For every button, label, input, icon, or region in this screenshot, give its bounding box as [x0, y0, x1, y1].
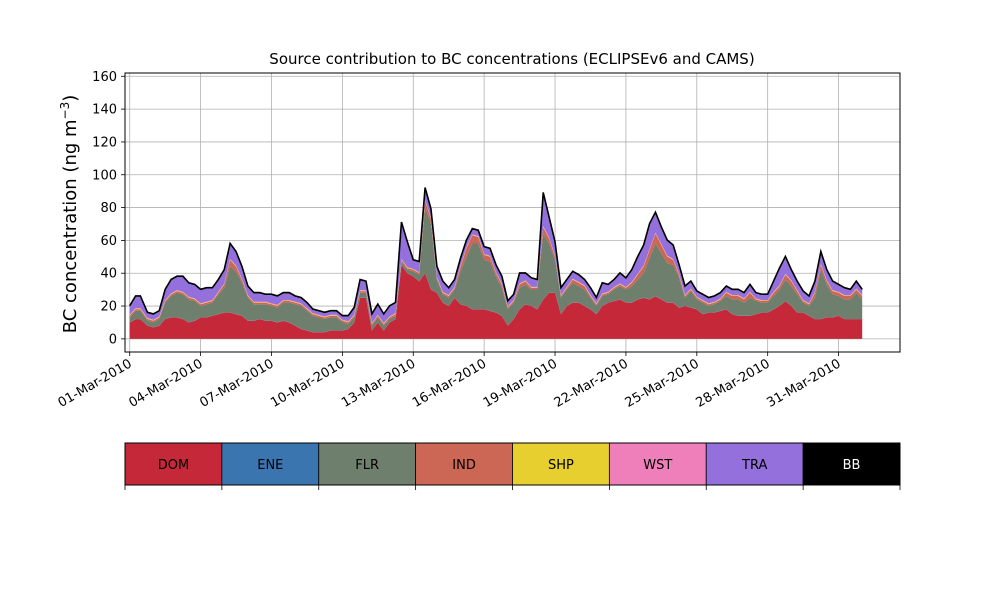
y-tick-label: 100 [92, 168, 117, 183]
y-tick-label: 80 [100, 201, 117, 216]
y-tick-label: 0 [109, 332, 117, 347]
area-series-dom [129, 265, 863, 339]
y-tick-label: 20 [100, 300, 117, 315]
chart-title: Source contribution to BC concentrations… [269, 50, 754, 68]
legend-label-ene: ENE [257, 458, 283, 473]
y-axis-label-main: BC concentration (ng m [60, 119, 81, 333]
y-axis-label-exponent: −3 [58, 102, 72, 120]
legend-swatch-bb [802, 442, 901, 486]
legend-label-shp: SHP [548, 458, 574, 473]
y-axis-ticks: 0 20 40 60 80 100 120 140 160 [92, 70, 125, 347]
y-tick-label: 120 [92, 135, 117, 150]
legend-swatch-flr [318, 442, 417, 486]
y-tick-label: 160 [92, 70, 117, 85]
legend-colorbar: DOM ENE FLR IND SHP WST TRA BB [124, 442, 901, 490]
legend-label-wst: WST [643, 458, 672, 473]
legend-label-flr: FLR [355, 458, 379, 473]
legend-label-ind: IND [452, 458, 476, 473]
legend-label-bb: BB [843, 458, 861, 473]
legend-swatch-dom [124, 442, 223, 486]
total-outline [129, 187, 863, 317]
plot-frame [124, 72, 901, 353]
area-series-flr [129, 207, 863, 333]
y-tick-label: 140 [92, 103, 117, 118]
legend-swatch-wst [608, 442, 707, 486]
y-axis-label-close: ) [60, 95, 81, 102]
legend-frame [124, 442, 901, 486]
legend-label-tra: TRA [741, 458, 767, 473]
area-series [129, 187, 863, 339]
y-axis-label: BC concentration (ng m−3) [58, 95, 81, 334]
legend-label-dom: DOM [158, 458, 189, 473]
y-tick-label: 60 [100, 234, 117, 249]
y-tick-label: 40 [100, 267, 117, 282]
